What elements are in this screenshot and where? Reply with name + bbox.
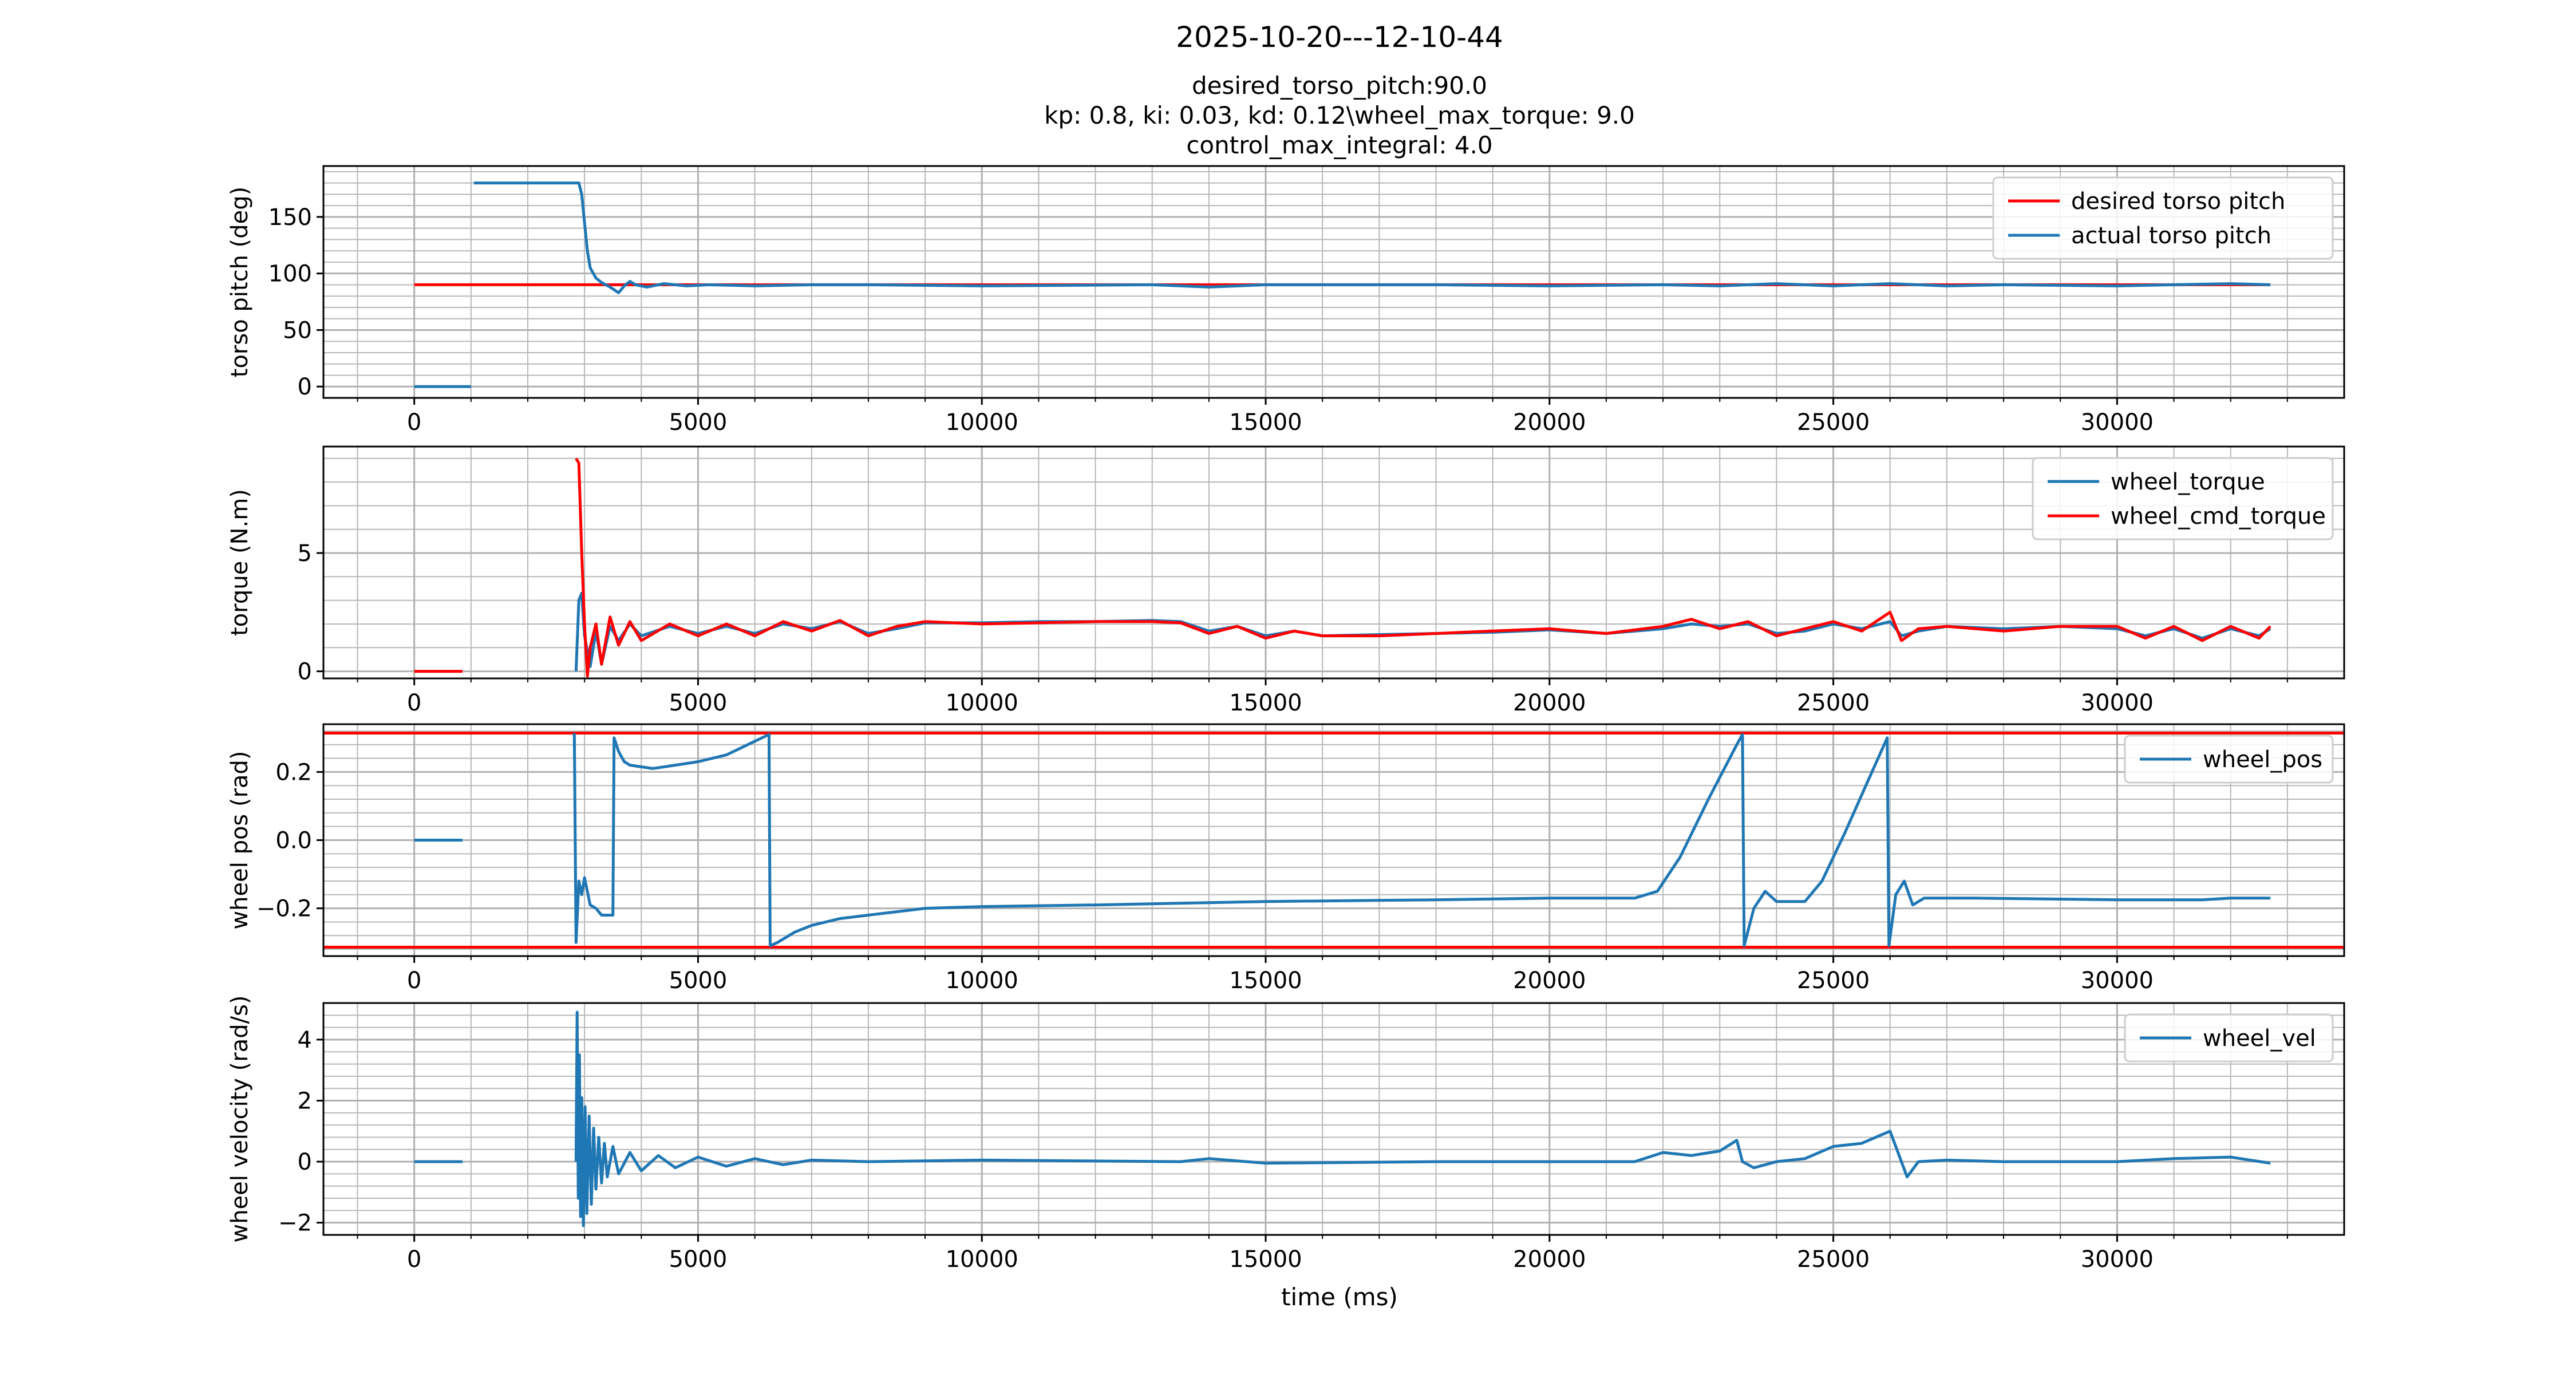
legend-label: actual torso pitch — [2071, 223, 2271, 249]
x-tick-label: 20000 — [1513, 409, 1586, 436]
legend-box — [2124, 1013, 2334, 1063]
x-tick-label: 5000 — [669, 690, 728, 716]
y-tick-label: 0 — [298, 374, 312, 400]
legend-label: wheel_cmd_torque — [2111, 503, 2326, 530]
x-tick-label: 10000 — [946, 968, 1018, 994]
panel-2-major-grid — [323, 447, 2344, 678]
x-tick-label: 10000 — [946, 690, 1018, 716]
x-tick-label: 10000 — [946, 409, 1018, 436]
panel-3-minor-grid — [323, 724, 2344, 956]
series-line-wheel_pos — [414, 733, 2271, 947]
figure-subtitle-line-3: control_max_integral: 4.0 — [1186, 131, 1492, 159]
legend-box — [1992, 176, 2334, 260]
series-line-wheel_vel — [414, 1010, 2271, 1227]
series-line-wheel_torque — [574, 591, 2271, 672]
x-tick-label: 0 — [407, 1246, 421, 1273]
legend: wheel_vel — [2124, 1013, 2334, 1063]
x-tick-label: 15000 — [1229, 968, 1302, 994]
panel-2: 0 5000 10000 15000 20000 25000 30000 0 5 torque (… — [227, 445, 2345, 716]
x-tick-label: 20000 — [1513, 968, 1586, 994]
x-tick-label: 30000 — [2081, 409, 2154, 436]
panel-4-frame — [322, 1002, 2345, 1236]
y-axis-label: wheel pos (rad) — [227, 751, 253, 929]
panel-3: 0 5000 10000 15000 20000 25000 30000 −0.2 0.0 0.2… — [227, 723, 2345, 994]
x-tick-label: 0 — [407, 690, 421, 716]
y-axis-label: torso pitch (deg) — [227, 187, 253, 377]
y-tick-label: 100 — [268, 261, 312, 287]
series-line-wheel_cmd_torque — [414, 457, 2271, 678]
x-tick-label: 25000 — [1797, 1246, 1870, 1273]
x-tick-label: 15000 — [1229, 690, 1302, 716]
legend-label: desired torso pitch — [2071, 188, 2285, 215]
y-tick-label: 0 — [298, 1149, 312, 1175]
figure-subtitle-line-2: kp: 0.8, ki: 0.03, kd: 0.12\wheel_max_to… — [1044, 101, 1635, 129]
legend: wheel_pos — [2124, 735, 2334, 784]
x-tick-label: 0 — [407, 968, 421, 994]
y-tick-label: 50 — [283, 317, 312, 344]
y-tick-label: 150 — [268, 204, 312, 231]
x-tick-label: 10000 — [946, 1246, 1018, 1273]
y-tick-label: 0.0 — [275, 828, 312, 854]
panels-group: 0 5000 10000 15000 20000 25000 30000050100150t… — [227, 165, 2345, 1273]
y-tick-label: −0.2 — [256, 896, 312, 922]
figure-title: 2025-10-20---12-10-44 — [1176, 21, 1503, 54]
y-tick-label: 4 — [298, 1027, 312, 1053]
panel-1-frame — [322, 165, 2345, 399]
x-tick-label: 30000 — [2081, 968, 2154, 994]
y-tick-label: 5 — [298, 540, 312, 567]
y-tick-label: −2 — [278, 1210, 312, 1237]
x-tick-label: 5000 — [669, 968, 728, 994]
x-tick-label: 25000 — [1797, 968, 1870, 994]
figure-subtitle-line-1: desired_torso_pitch:90.0 — [1192, 72, 1487, 100]
x-tick-label: 0 — [407, 409, 421, 436]
panel-2-frame — [322, 445, 2345, 680]
panel-4: 0 5000 10000 15000 20000 25000 30000 −2 0 2 4 wheel… — [227, 995, 2345, 1273]
x-tick-label: 25000 — [1797, 409, 1870, 436]
legend: desired torso pitch actual torso pitch — [1992, 176, 2334, 260]
y-tick-label: 2 — [298, 1088, 312, 1115]
legend-box — [2124, 735, 2334, 784]
panel-4-major-grid — [323, 1003, 2344, 1235]
x-tick-label: 15000 — [1229, 409, 1302, 436]
x-tick-label: 5000 — [669, 409, 728, 436]
x-tick-label: 30000 — [2081, 1246, 2154, 1273]
panel-1: 0 5000 10000 15000 20000 25000 30000 0 50 100 150 t… — [227, 165, 2345, 436]
y-tick-label: 0.2 — [275, 759, 312, 785]
legend-label: wheel_vel — [2203, 1025, 2316, 1052]
legend-label: wheel_torque — [2111, 469, 2265, 495]
y-axis-label: wheel velocity (rad/s) — [227, 995, 253, 1242]
x-tick-label: 15000 — [1229, 1246, 1302, 1273]
x-tick-label: 5000 — [669, 1246, 728, 1273]
legend: wheel_torque wheel_cmd_torque — [2032, 457, 2334, 540]
y-tick-label: 0 — [298, 659, 312, 685]
y-axis-label: torque (N.m) — [227, 489, 253, 636]
panel-2-minor-grid — [323, 447, 2344, 678]
x-tick-label: 25000 — [1797, 690, 1870, 716]
legend-label: wheel_pos — [2203, 747, 2322, 773]
x-tick-label: 30000 — [2081, 690, 2154, 716]
panel-3-major-grid — [323, 724, 2344, 956]
x-tick-label: 20000 — [1513, 1246, 1586, 1273]
legend-box — [2032, 457, 2334, 540]
x-tick-label: 20000 — [1513, 690, 1586, 716]
panel-4-minor-grid — [323, 1002, 2344, 1235]
figure-xlabel: time (ms) — [1281, 1283, 1398, 1311]
series-line-actual-torso-pitch — [414, 181, 2271, 388]
